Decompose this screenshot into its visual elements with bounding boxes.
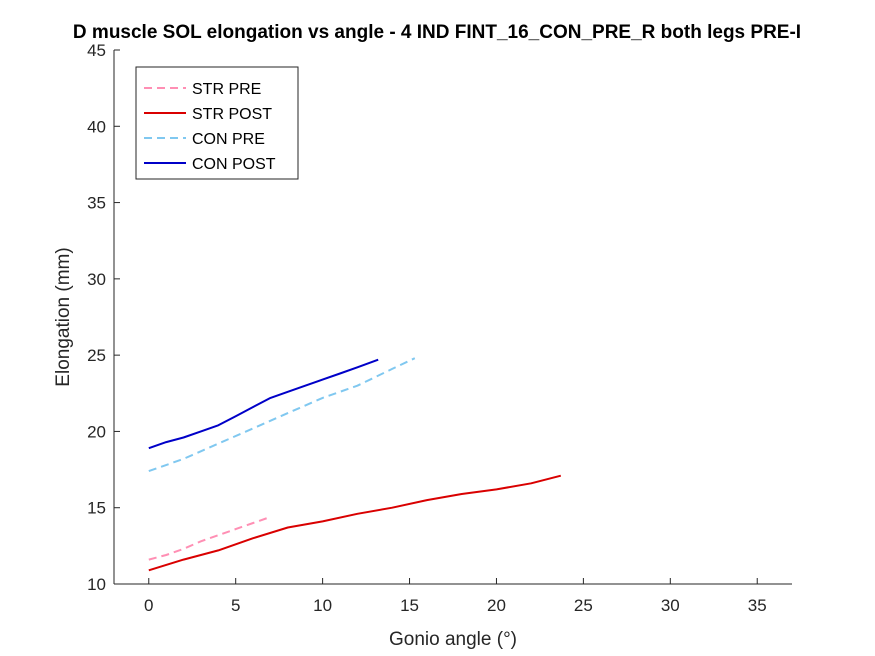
series-layer — [148, 357, 562, 572]
legend: STR PRE STR POST CON PRE CON POST — [135, 66, 299, 180]
chart-title: D muscle SOL elongation vs angle - 4 IND… — [73, 22, 801, 43]
y-tick-label: 40 — [87, 117, 106, 136]
x-tick-label: 20 — [487, 596, 506, 615]
series-line-2 — [148, 357, 416, 473]
y-tick-label: 20 — [87, 422, 106, 441]
series-line-0 — [148, 515, 271, 561]
x-tick-label: 5 — [231, 596, 240, 615]
legend-label-0: STR PRE — [192, 81, 261, 98]
x-tick-label: 30 — [661, 596, 680, 615]
y-axis-label: Elongation (mm) — [53, 247, 74, 386]
legend-label-2: CON PRE — [192, 131, 265, 148]
y-tick-label: 30 — [87, 270, 106, 289]
y-tick-label: 25 — [87, 346, 106, 365]
legend-box — [135, 66, 299, 180]
x-tick-label: 0 — [144, 596, 153, 615]
y-tick-label: 35 — [87, 194, 106, 213]
y-tick-label: 45 — [87, 41, 106, 60]
ticks-layer: 0 5 10 15 20 25 30 35 10 15 20 25 30 35 40 45 — [87, 41, 767, 615]
legend-label-3: CON POST — [192, 156, 276, 173]
series-line-1 — [148, 474, 562, 572]
legend-label-1: STR POST — [192, 106, 272, 123]
x-tick-label: 15 — [400, 596, 419, 615]
series-line-3 — [148, 358, 379, 450]
x-tick-label: 35 — [748, 596, 767, 615]
y-tick-label: 10 — [87, 575, 106, 594]
x-axis-label: Gonio angle (°) — [389, 629, 517, 650]
x-tick-label: 10 — [313, 596, 332, 615]
x-tick-label: 25 — [574, 596, 593, 615]
y-tick-label: 15 — [87, 499, 106, 518]
